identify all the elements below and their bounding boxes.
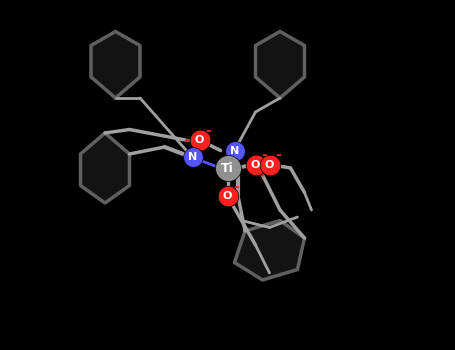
Text: O: O [265, 160, 274, 169]
Polygon shape [256, 32, 304, 98]
Text: -: - [261, 148, 267, 162]
Text: O: O [195, 135, 204, 145]
Point [252, 162, 259, 167]
Point [266, 162, 273, 167]
Text: Ti: Ti [221, 161, 234, 175]
Polygon shape [81, 133, 130, 203]
Polygon shape [234, 220, 304, 280]
Text: O: O [223, 191, 232, 201]
Text: -: - [233, 180, 238, 194]
Point [224, 165, 231, 171]
Text: N: N [230, 146, 239, 155]
Text: -: - [275, 148, 280, 162]
Text: O: O [251, 160, 260, 169]
Point [224, 193, 231, 199]
Point [196, 137, 203, 143]
Point [189, 155, 196, 160]
Point [231, 148, 238, 153]
Polygon shape [91, 32, 140, 98]
Text: -: - [205, 124, 211, 138]
Text: N: N [188, 153, 197, 162]
